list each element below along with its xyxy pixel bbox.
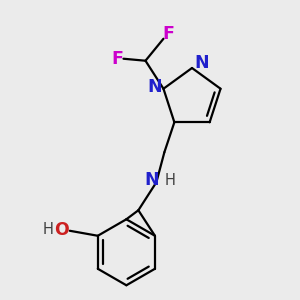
Text: N: N xyxy=(195,54,209,72)
Text: O: O xyxy=(54,221,69,239)
Text: H: H xyxy=(165,173,176,188)
Text: H: H xyxy=(42,222,53,237)
Text: N: N xyxy=(144,171,159,189)
Text: N: N xyxy=(147,78,162,96)
Text: F: F xyxy=(112,50,123,68)
Text: F: F xyxy=(163,25,174,43)
